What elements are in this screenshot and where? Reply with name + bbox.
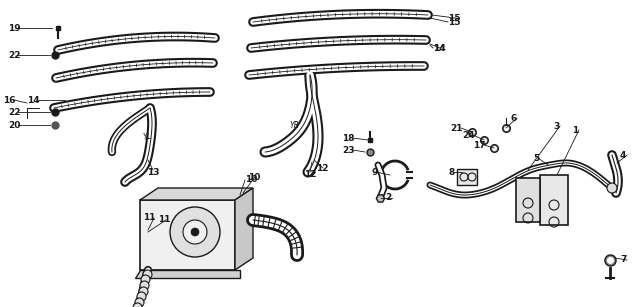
Text: 10: 10 (245, 176, 257, 185)
Text: 5: 5 (534, 154, 540, 162)
Text: 16: 16 (3, 95, 15, 104)
Text: 11: 11 (158, 216, 170, 224)
Polygon shape (235, 188, 253, 270)
Text: 4: 4 (620, 150, 627, 160)
Polygon shape (140, 188, 253, 200)
Text: YR: YR (290, 121, 300, 130)
Text: 20: 20 (8, 121, 20, 130)
Text: 24: 24 (462, 130, 475, 139)
Text: 17: 17 (474, 141, 486, 150)
Polygon shape (140, 200, 235, 270)
Text: 3: 3 (553, 122, 559, 130)
Circle shape (183, 220, 207, 244)
Text: 14: 14 (27, 95, 40, 104)
Text: 1: 1 (572, 126, 579, 134)
Text: 18: 18 (342, 134, 355, 142)
Text: 14: 14 (433, 44, 445, 52)
Text: YL: YL (142, 132, 152, 142)
Text: 6: 6 (510, 114, 516, 122)
Text: 7: 7 (620, 255, 627, 265)
Bar (457, 169, 477, 185)
Text: 10: 10 (248, 173, 260, 181)
Text: 8: 8 (449, 168, 455, 177)
Text: 11: 11 (143, 213, 156, 223)
Text: 22: 22 (8, 50, 20, 60)
Text: 9: 9 (372, 168, 378, 177)
Polygon shape (135, 270, 240, 278)
Text: 21: 21 (451, 123, 463, 133)
Text: 23: 23 (342, 146, 355, 154)
Circle shape (191, 228, 199, 236)
Text: 12: 12 (304, 170, 316, 179)
Bar (516, 178, 540, 222)
Text: 13: 13 (147, 168, 159, 177)
Text: 19: 19 (8, 24, 20, 33)
Circle shape (607, 183, 617, 193)
Circle shape (170, 207, 220, 257)
Bar (540, 175, 568, 225)
Text: 14: 14 (433, 44, 445, 52)
Text: 2: 2 (385, 193, 391, 203)
Text: 12: 12 (316, 164, 328, 173)
Text: 15: 15 (448, 14, 461, 22)
Text: 22: 22 (8, 107, 20, 116)
Text: 15: 15 (448, 17, 461, 26)
